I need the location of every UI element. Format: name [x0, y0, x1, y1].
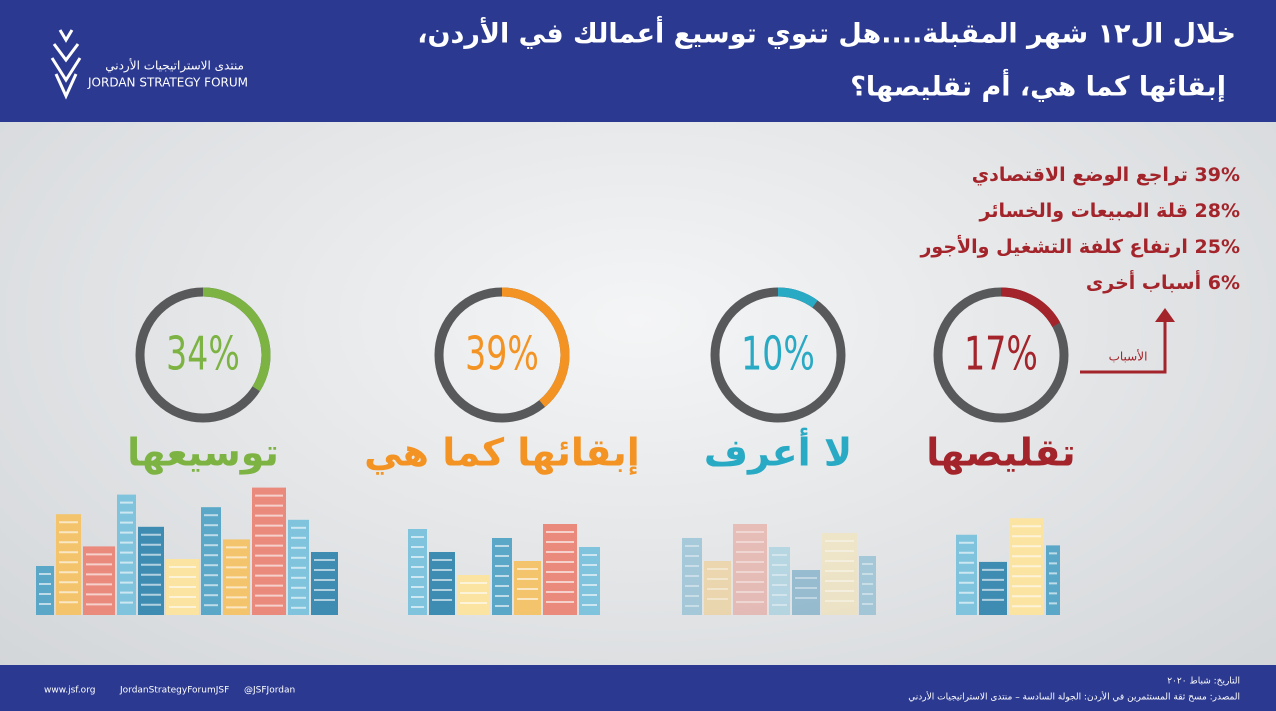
reason: 25% ارتفاع كلفة التشغيل والأجور — [919, 235, 1240, 258]
building — [408, 529, 427, 615]
building — [792, 570, 820, 615]
donut-caption: تقليصها — [926, 431, 1075, 475]
reason-text: تراجع الوضع الاقتصادي — [972, 164, 1188, 187]
reason-percent: 39% — [1195, 164, 1240, 186]
footer-website: www.jsf.org — [44, 686, 95, 696]
donut-caption: لا أعرف — [704, 428, 852, 475]
infographic: منتدى الاستراتيجيات الأردني JORDAN STRAT… — [0, 0, 1276, 711]
donut-caption: إبقائها كما هي — [364, 431, 640, 476]
footer-twitter: @JSFJordan — [244, 686, 295, 696]
reason-text: ارتفاع كلفة التشغيل والأجور — [919, 235, 1187, 258]
building — [822, 533, 857, 615]
logo-english: JORDAN STRATEGY FORUM — [87, 76, 248, 90]
logo-arabic: منتدى الاستراتيجيات الأردني — [105, 58, 244, 74]
reason-percent: 6% — [1208, 272, 1240, 294]
footer-source: المصدر: مسح ثقة المستثمرين في الأردن: ال… — [908, 691, 1240, 703]
donut-label: 34% — [166, 328, 240, 381]
building — [1046, 545, 1060, 615]
reason-text: قلة المبيعات والخسائر — [979, 200, 1188, 222]
building — [201, 507, 221, 615]
reason: 6% أسباب أخرى — [1086, 270, 1240, 294]
reason: 28% قلة المبيعات والخسائر — [979, 200, 1240, 222]
reason: 39% تراجع الوضع الاقتصادي — [972, 164, 1240, 187]
building — [457, 575, 490, 615]
building — [311, 552, 338, 615]
donut-label: 10% — [741, 328, 815, 381]
title-line-2: إبقائها كما هي، أم تقليصها؟ — [850, 69, 1226, 103]
footer-date: التاريخ: شباط ٢٠٢٠ — [1167, 677, 1240, 687]
reason-percent: 25% — [1195, 236, 1240, 258]
building — [429, 552, 455, 615]
reason-text: أسباب أخرى — [1086, 270, 1201, 294]
donut-label: 17% — [964, 328, 1038, 381]
donut-caption: توسيعها — [127, 431, 279, 475]
title-line-1: خلال ال١٢ شهر المقبلة....هل تنوي توسيع أ… — [417, 16, 1236, 50]
footer-facebook: JordanStrategyForumJSF — [119, 686, 229, 696]
building — [56, 514, 81, 615]
donut-label: 39% — [465, 328, 539, 381]
building — [138, 527, 164, 615]
reasons-label: الأسباب — [1109, 349, 1148, 364]
reason-percent: 28% — [1195, 200, 1240, 222]
